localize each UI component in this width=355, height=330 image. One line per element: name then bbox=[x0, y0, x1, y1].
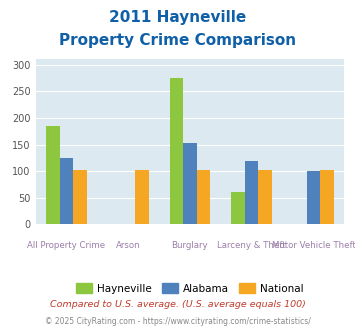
Bar bbox=[231, 192, 245, 224]
Text: All Property Crime: All Property Crime bbox=[27, 242, 105, 250]
Text: Larceny & Theft: Larceny & Theft bbox=[217, 242, 286, 250]
Bar bbox=[60, 158, 73, 224]
Bar bbox=[258, 170, 272, 224]
Bar bbox=[197, 170, 210, 224]
Bar bbox=[307, 171, 320, 224]
Bar bbox=[46, 126, 60, 224]
Bar bbox=[135, 170, 148, 224]
Bar bbox=[320, 170, 334, 224]
Bar bbox=[73, 170, 87, 224]
Text: Arson: Arson bbox=[116, 242, 141, 250]
Legend: Hayneville, Alabama, National: Hayneville, Alabama, National bbox=[72, 279, 308, 298]
Text: Compared to U.S. average. (U.S. average equals 100): Compared to U.S. average. (U.S. average … bbox=[50, 300, 305, 309]
Text: 2011 Hayneville: 2011 Hayneville bbox=[109, 10, 246, 25]
Text: © 2025 CityRating.com - https://www.cityrating.com/crime-statistics/: © 2025 CityRating.com - https://www.city… bbox=[45, 317, 310, 326]
Bar bbox=[170, 78, 183, 224]
Text: Property Crime Comparison: Property Crime Comparison bbox=[59, 33, 296, 48]
Bar bbox=[245, 161, 258, 224]
Bar bbox=[183, 143, 197, 224]
Text: Motor Vehicle Theft: Motor Vehicle Theft bbox=[272, 242, 355, 250]
Text: Burglary: Burglary bbox=[171, 242, 208, 250]
